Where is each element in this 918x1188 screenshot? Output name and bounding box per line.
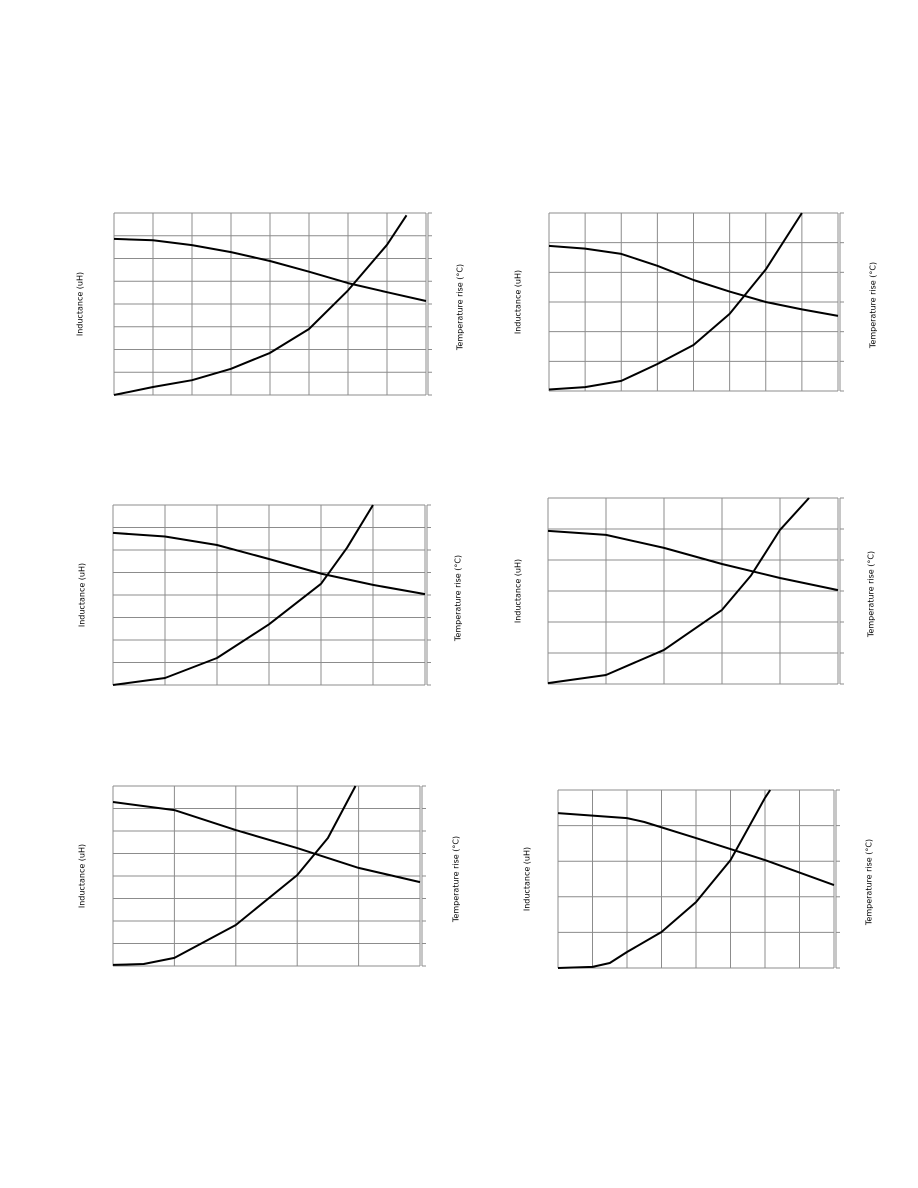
curve <box>112 785 357 966</box>
curve <box>112 801 421 884</box>
y-axis-label: Inductance (uH) <box>523 847 532 911</box>
curve <box>113 214 408 396</box>
curve <box>548 244 839 317</box>
y2-axis-label: Temperature rise (°C) <box>454 555 463 642</box>
y-axis-label: Inductance (uH) <box>514 559 523 623</box>
curve <box>112 531 426 596</box>
curve <box>548 212 803 391</box>
y2-axis-label: Temperature rise (°C) <box>867 551 876 638</box>
curve <box>557 812 835 887</box>
y2-axis-label: Temperature rise (°C) <box>865 839 874 926</box>
curve <box>557 789 772 969</box>
y2-axis-label: Temperature rise (°C) <box>456 264 465 351</box>
curve <box>113 237 427 302</box>
y2-axis-label: Temperature rise (°C) <box>869 262 878 349</box>
y-axis-label: Inductance (uH) <box>514 270 523 334</box>
y2-axis-label: Temperature rise (°C) <box>452 836 461 923</box>
y-axis-label: Inductance (uH) <box>78 844 87 908</box>
curve <box>547 529 839 592</box>
curve <box>112 504 374 686</box>
y-axis-label: Inductance (uH) <box>76 272 85 336</box>
curve <box>547 497 810 685</box>
y-axis-label: Inductance (uH) <box>78 563 87 627</box>
